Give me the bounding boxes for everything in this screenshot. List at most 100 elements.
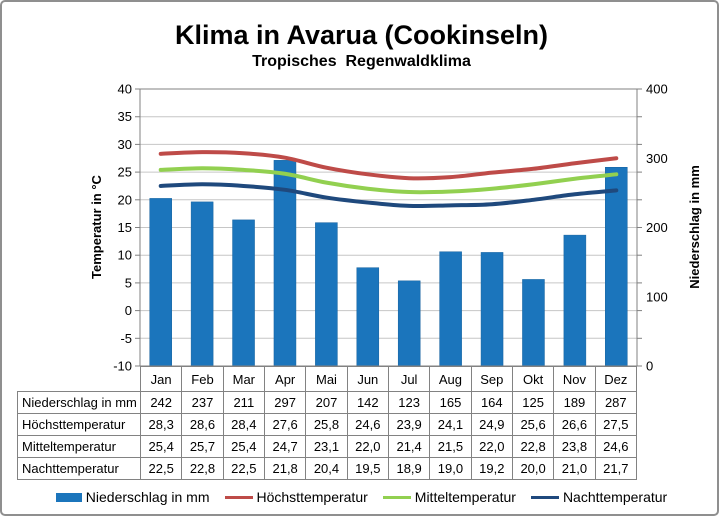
- chart-subtitle: Tropisches Regenwaldklima: [252, 53, 471, 70]
- table-row-nachttemperatur: Nachttemperatur 22,5 22,8 22,5 21,8 20,4 19,5 1…: [17, 457, 638, 480]
- line-swatch-icon: [224, 495, 253, 499]
- table-cell: 20,0: [511, 457, 555, 480]
- niederschlag-in-mm-bar-aug: [439, 251, 462, 367]
- month-header-row: Jan Feb Mar Apr Mai Jun Jul Aug Sep Okt Nov Dez: [18, 366, 638, 392]
- left-axis-tick-label: 0: [125, 303, 132, 318]
- month-label-apr: Apr: [263, 366, 307, 392]
- row-label-niederschlag-in-mm: Niederschlag in mm: [17, 391, 141, 414]
- chart-title: Klima in Avarua (Cookinseln): [174, 20, 549, 50]
- niederschlag-in-mm-bar-nov: [563, 234, 587, 367]
- table-row-mitteltemperatur: Mitteltemperatur 25,4 25,7 25,4 24,7 23,1 22,0…: [17, 435, 638, 458]
- hochsttemperatur-line: [158, 150, 619, 181]
- legend-label: Niederschlag in mm: [85, 489, 210, 505]
- niederschlag-in-mm-bar-jun: [356, 267, 380, 367]
- month-label-dez: Dez: [594, 366, 638, 392]
- right-axis-tick-label: 400: [646, 82, 668, 97]
- table-cell: 19,2: [470, 457, 513, 480]
- month-label-okt: Okt: [511, 366, 555, 392]
- left-axis-tick-label: -5: [120, 331, 132, 346]
- month-label-jun: Jun: [346, 366, 389, 392]
- table-cell: 25,4: [139, 435, 183, 458]
- legend-item-hochsttemperatur: Höchsttemperatur: [224, 489, 368, 505]
- niederschlag-in-mm-bar-jan: [149, 198, 172, 367]
- month-label-aug: Aug: [429, 366, 472, 392]
- niederschlag-in-mm-bar-dez: [605, 167, 628, 367]
- bar-swatch-icon: [55, 492, 82, 502]
- line-swatch-icon: [382, 495, 411, 499]
- table-cell: 22,5: [139, 457, 183, 480]
- table-cell: 26,6: [553, 413, 596, 436]
- month-label-nov: Nov: [553, 366, 596, 392]
- nachttemperatur-line: [158, 182, 619, 209]
- row-label-mitteltemperatur: Mitteltemperatur: [17, 435, 141, 458]
- table-cell: 297: [263, 391, 307, 414]
- table-cell: 25,4: [222, 435, 265, 458]
- table-cell: 21,7: [594, 457, 638, 480]
- legend-item-nachttemperatur: Nachttemperatur: [530, 489, 668, 505]
- table-cell: 22,8: [511, 435, 555, 458]
- table-cell: 28,3: [139, 413, 183, 436]
- table-cell: 189: [553, 391, 596, 414]
- table-cell: 24,6: [346, 413, 389, 436]
- left-axis-tick-label: 20: [118, 192, 132, 207]
- month-label-mai: Mai: [305, 366, 348, 392]
- right-axis-tick-label: 100: [646, 289, 668, 304]
- left-axis-tick-label: -10: [113, 359, 132, 374]
- left-axis-tick-label: 30: [118, 137, 132, 152]
- left-axis-tick-label: 40: [118, 82, 132, 97]
- table-cell: 19,0: [429, 457, 472, 480]
- table-row-niederschlag-in-mm: Niederschlag in mm 242 237 211 297 207 142 123 1…: [17, 391, 638, 414]
- table-cell: 242: [139, 391, 183, 414]
- legend-label: Höchsttemperatur: [256, 489, 368, 505]
- table-cell: 18,9: [387, 457, 431, 480]
- line-swatch-icon: [530, 495, 559, 499]
- month-label-mar: Mar: [222, 366, 265, 392]
- table-cell: 123: [387, 391, 431, 414]
- table-cell: 142: [346, 391, 389, 414]
- table-row-hochsttemperatur: Höchsttemperatur 28,3 28,6 28,4 27,6 25,8 24,6…: [17, 413, 638, 436]
- row-label-hochsttemperatur: Höchsttemperatur: [17, 413, 141, 436]
- table-cell: 22,8: [181, 457, 224, 480]
- table-cell: 21,0: [553, 457, 596, 480]
- table-cell: 20,4: [305, 457, 348, 480]
- right-axis-tick-label: 0: [646, 359, 653, 374]
- table-cell: 21,4: [387, 435, 431, 458]
- table-cell: 25,8: [305, 413, 348, 436]
- row-label-nachttemperatur: Nachttemperatur: [17, 457, 141, 480]
- left-axis-tick-label: 10: [118, 248, 132, 263]
- table-cell: 25,6: [511, 413, 555, 436]
- table-cell: 27,6: [263, 413, 307, 436]
- table-cell: 211: [222, 391, 265, 414]
- legend-item-mitteltemperatur: Mitteltemperatur: [382, 489, 516, 505]
- chart-legend: Niederschlag in mm Höchsttemperatur Mittel…: [2, 489, 717, 505]
- niederschlag-in-mm-bar-feb: [190, 201, 214, 367]
- niederschlag-in-mm-bar-jul: [397, 280, 421, 367]
- table-cell: 24,9: [470, 413, 513, 436]
- left-axis-tick-label: 25: [118, 165, 132, 180]
- table-cell: 165: [429, 391, 472, 414]
- table-cell: 125: [511, 391, 555, 414]
- table-cell: 22,0: [346, 435, 389, 458]
- month-label-jan: Jan: [139, 366, 183, 392]
- niederschlag-in-mm-bar-sep: [480, 252, 504, 367]
- table-cell: 207: [305, 391, 348, 414]
- table-cell: 22,0: [470, 435, 513, 458]
- month-label-sep: Sep: [470, 366, 513, 392]
- table-cell: 23,8: [553, 435, 596, 458]
- niederschlag-in-mm-bar-mai: [315, 222, 338, 367]
- table-cell: 21,5: [429, 435, 472, 458]
- table-cell: 27,5: [594, 413, 638, 436]
- legend-label: Mitteltemperatur: [414, 489, 516, 505]
- climate-data-table: Jan Feb Mar Apr Mai Jun Jul Aug Sep Okt Nov Dez Nied…: [17, 366, 638, 480]
- legend-label: Nachttemperatur: [562, 489, 668, 505]
- table-cell: 23,1: [305, 435, 348, 458]
- legend-item-niederschlag-in-mm: Niederschlag in mm: [55, 489, 210, 505]
- table-cell: 164: [470, 391, 513, 414]
- left-axis-tick-label: 5: [125, 275, 132, 290]
- table-cell: 24,6: [594, 435, 638, 458]
- table-cell: 21,8: [263, 457, 307, 480]
- table-cell: 23,9: [387, 413, 431, 436]
- left-axis-tick-label: 35: [118, 109, 132, 124]
